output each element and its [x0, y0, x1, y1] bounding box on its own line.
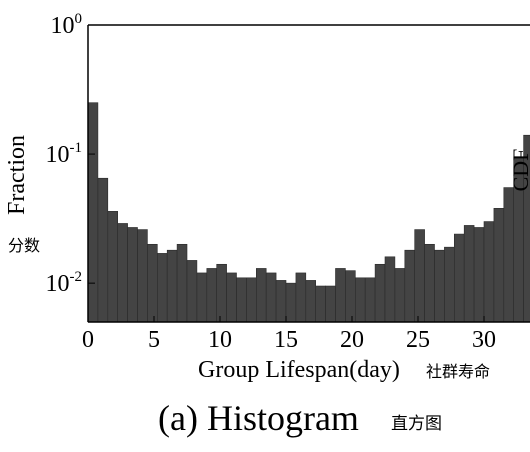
histogram-bar: [483, 221, 495, 323]
y-axis-label: Fraction: [4, 135, 30, 215]
histogram-bar: [354, 277, 366, 323]
histogram-bar: [414, 229, 425, 323]
histogram-bar: [87, 102, 99, 323]
histogram-bar: [186, 260, 198, 323]
histogram-bar: [394, 268, 406, 323]
x-axis-label: Group Lifespan(day): [198, 357, 400, 383]
histogram-bar: [196, 272, 208, 323]
histogram-bar: [434, 249, 445, 323]
axes-group: [87, 24, 530, 323]
histogram-bar: [206, 268, 218, 323]
histogram-bar: [404, 249, 415, 323]
histogram-bar: [345, 270, 356, 323]
histogram-bar: [117, 223, 128, 323]
histogram-bar: [384, 256, 396, 323]
histogram-bar: [493, 208, 505, 323]
chart-title-cn: 直方图: [391, 414, 442, 434]
y-tick-label: 100: [51, 11, 83, 39]
histogram-bar: [325, 285, 336, 323]
histogram-bar: [424, 243, 435, 323]
histogram-bar: [473, 227, 485, 323]
x-tick-label: 15: [274, 327, 298, 353]
histogram-bar: [265, 272, 277, 323]
histogram-bar: [157, 253, 168, 323]
histogram-bar: [255, 268, 267, 323]
histogram-bar: [503, 187, 514, 323]
x-tick-label: 5: [148, 327, 160, 353]
histogram-bar: [166, 249, 178, 323]
x-tick-label: 0: [82, 327, 94, 353]
histogram-bar: [335, 268, 346, 323]
histogram-bar: [176, 243, 188, 323]
histogram-bar: [285, 282, 297, 323]
chart-title: (a) Histogram: [158, 398, 359, 438]
histogram-bar: [137, 229, 148, 323]
y-tick-label: 10-1: [46, 140, 83, 168]
histogram-bar: [226, 272, 237, 323]
x-ticks-group: 0 5 10 15 20 25 30: [82, 316, 496, 353]
histogram-bar: [305, 280, 316, 323]
y-axis-label-cn: 分数: [8, 236, 40, 255]
histogram-bar: [97, 177, 109, 323]
histogram-bar: [295, 272, 307, 323]
x-tick-label: 10: [208, 327, 232, 353]
y-tick-label: 10-2: [46, 269, 83, 297]
x-tick-label: 25: [406, 327, 430, 353]
histogram-bar: [463, 225, 475, 323]
x-tick-label: 20: [340, 327, 364, 353]
histogram-bar: [147, 243, 158, 323]
histogram-bar: [275, 280, 287, 323]
histogram-bar: [364, 277, 376, 323]
x-axis-label-cn: 社群寿命: [426, 362, 490, 381]
histogram-bar: [453, 233, 465, 323]
histogram-bar: [444, 246, 455, 323]
histogram-bar: [315, 285, 326, 323]
histogram-bar: [127, 227, 138, 323]
y-ticks-group: 100 10-1 10-2: [46, 11, 95, 297]
histogram-bar: [236, 277, 247, 323]
histogram-bar: [374, 263, 386, 323]
x-tick-label: 30: [472, 327, 496, 353]
histogram-bar: [107, 211, 119, 323]
cdf-label-clipped: CDF: [508, 149, 530, 192]
histogram-bar: [216, 263, 227, 323]
histogram-bar: [246, 277, 257, 323]
bars-group: [87, 102, 530, 323]
